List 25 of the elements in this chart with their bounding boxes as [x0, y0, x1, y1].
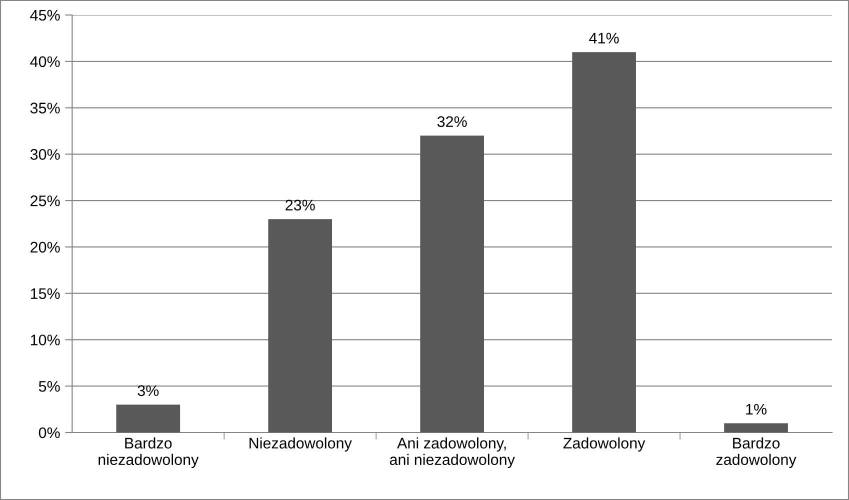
y-tick-label: 5% — [38, 381, 60, 392]
y-tick-label: 15% — [30, 288, 60, 300]
data-label: 3% — [138, 385, 159, 396]
x-tick-label: Bardzo zadowolony — [716, 437, 796, 468]
data-label: 23% — [286, 200, 315, 211]
y-tick-label: 25% — [30, 195, 60, 206]
y-tick-label: 40% — [30, 56, 60, 68]
y-tick-label: 0% — [38, 427, 60, 438]
x-tick-label: Ani zadowolony, ani niezadowolony — [390, 437, 515, 468]
y-tick-label: 30% — [30, 149, 60, 160]
y-tick-label: 45% — [30, 10, 60, 21]
bar — [116, 404, 180, 432]
data-label: 32% — [437, 116, 467, 128]
data-label: 41% — [589, 32, 619, 44]
bar — [572, 52, 636, 432]
bar — [724, 423, 788, 432]
x-tick-label: Bardzo niezadowolony — [98, 437, 199, 468]
y-tick-label: 10% — [30, 334, 60, 346]
x-tick-label: Niezadowolony — [250, 437, 352, 452]
data-label: 1% — [746, 404, 767, 415]
x-tick-label: Zadowolony — [563, 437, 646, 452]
bar — [268, 219, 332, 432]
bar — [420, 136, 484, 432]
y-tick-label: 35% — [30, 102, 60, 114]
y-tick-label: 20% — [30, 242, 60, 253]
